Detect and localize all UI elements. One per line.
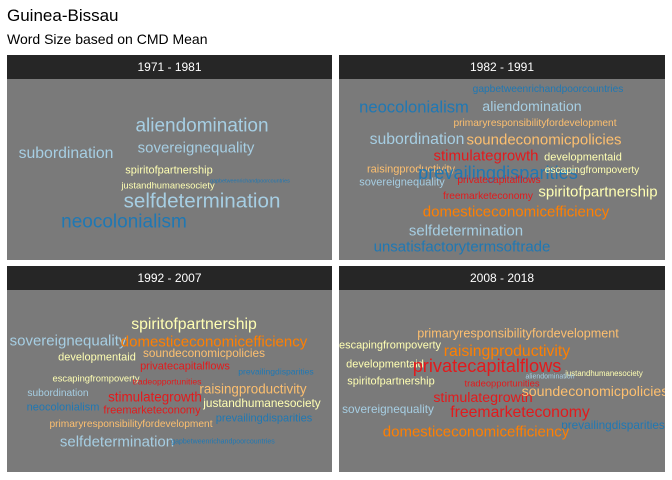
cloud-word: neocolonialism [61,211,187,233]
panel-strip-label: 1982 - 1991 [339,55,665,79]
cloud-word: unsatisfactorytermsoftrade [373,238,551,256]
cloud-word: gapbetweenrichandpoorcountries [210,178,290,185]
cloud-word: prevailingdisparities [561,418,665,433]
cloud-word: gapbetweenrichandpoorcountries [472,83,624,95]
cloud-word: domesticeconomicefficiency [382,423,570,441]
cloud-word: stimulategrowth [108,389,202,405]
cloud-word: primaryresponsibilityfordevelopment [49,418,213,430]
cloud-word: primaryresponsibilityfordevelopment [453,117,617,129]
cloud-word: gapbetweenrichandpoorcountries [171,438,275,446]
cloud-word: primaryresponsibilityfordevelopment [417,326,619,341]
cloud-word: soundeconomicpolicies [143,346,265,361]
cloud-word: raisingproductivity [443,343,571,361]
cloud-word: selfdetermination [123,189,281,213]
cloud-word: sovereignequality [9,332,127,350]
cloud-word: domesticeconomicefficiency [422,203,610,221]
cloud-word: privatecapitalflows [412,355,562,376]
cloud-word: neocolonialism [359,97,469,117]
cloud-word: subordination [369,131,465,149]
cloud-word: tradeopportunities [464,377,540,389]
cloud-word: domesticeconomicefficiency [120,333,308,351]
cloud-word: tradeopportunities [132,376,202,387]
cloud-word: prevailingdisparities [238,366,314,377]
cloud-word: sovereignequality [359,176,445,189]
cloud-word: raisingproductivity [366,163,456,176]
cloud-word: freemarketeconomy [442,190,534,202]
cloud-word: developmentaid [58,351,136,364]
cloud-word: justandhumanesociety [565,369,643,379]
cloud-word: selfdetermination [59,433,175,451]
cloud-word: raisingproductivity [199,381,307,397]
cloud-word: developmentaid [544,151,622,164]
cloud-word: aliendomination [135,115,269,137]
wordcloud-panel: 1992 - 2007 spiritofpartnership sovereigne… [7,266,332,472]
wordcloud-panel: 2008 - 2018 primaryresponsibilityfordevel… [339,266,665,472]
chart-title: Guinea-Bissau [7,6,119,25]
cloud-word: subordination [27,387,89,399]
chart-subtitle: Word Size based on CMD Mean [7,31,208,47]
cloud-word: justandhumanesociety [121,179,215,191]
wordcloud-panel: 1971 - 1981 aliendomination sovereignequal… [7,55,332,260]
cloud-word: privatecapitalflows [457,174,541,186]
cloud-word: selfdetermination [408,222,524,240]
cloud-word: sovereignequality [137,139,255,157]
cloud-word: stimulategrowth [433,389,533,406]
cloud-word: soundeconomicpolicies [466,131,622,149]
cloud-word: developmentaid [346,358,424,371]
panel-strip-label: 2008 - 2018 [339,266,665,290]
cloud-word: spiritofpartnership [131,316,257,334]
cloud-word: prevailingdisparities [215,412,313,425]
cloud-word: sovereignequality [342,402,434,417]
cloud-word: spiritofpartnership [347,375,435,388]
cloud-word: stimulategrowth [433,147,539,165]
cloud-word: escapingfrompoverty [52,372,140,384]
panel-strip-label: 1992 - 2007 [7,266,332,290]
cloud-word: freemarketeconomy [450,404,590,422]
wordcloud-panel: 1982 - 1991 gapbetweenrichandpoorcountrie… [339,55,665,260]
cloud-word: privatecapitalflows [140,360,230,373]
cloud-word: spiritofpartnership [538,183,658,201]
cloud-word: neocolonialism [26,401,100,414]
cloud-word: aliendomination [525,373,575,381]
cloud-word: freemarketeconomy [103,404,201,417]
cloud-word: justandhumanesociety [203,396,321,411]
cloud-word: soundeconomicpolicies [521,383,665,400]
cloud-word: escapingfrompoverty [544,164,640,176]
cloud-word: escapingfrompoverty [339,339,442,352]
panel-strip-label: 1971 - 1981 [7,55,332,79]
cloud-word: prevailingdisparities [418,162,578,183]
cloud-word: aliendomination [482,98,582,115]
cloud-word: subordination [18,145,114,163]
cloud-word: spiritofpartnership [125,164,213,177]
